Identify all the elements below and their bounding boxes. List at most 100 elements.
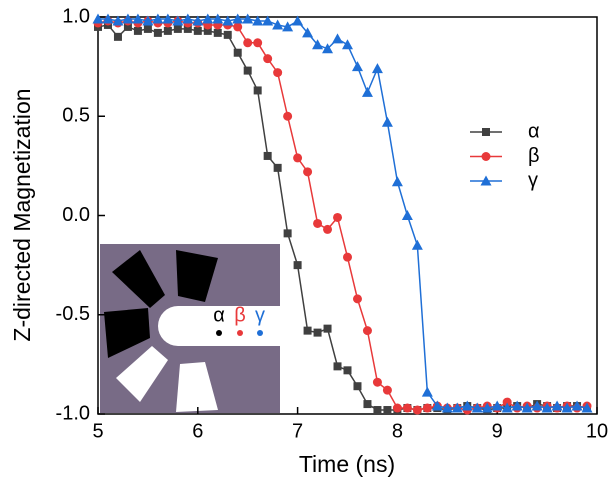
- y-axis-title: Z-directed Magnetization: [9, 88, 35, 341]
- marker: [263, 54, 273, 64]
- y-tick-label: 0.5: [62, 105, 90, 127]
- x-tick-label: 9: [492, 420, 503, 442]
- marker: [233, 48, 242, 57]
- marker: [383, 406, 392, 415]
- x-tick-label: 7: [292, 420, 303, 442]
- marker: [152, 13, 164, 24]
- marker: [561, 402, 573, 413]
- inset-label: β: [234, 304, 246, 326]
- marker: [202, 13, 214, 24]
- y-tick-label: -1.0: [56, 402, 90, 424]
- marker: [213, 28, 222, 37]
- marker: [313, 328, 322, 337]
- marker: [571, 400, 583, 411]
- inset-label: γ: [255, 304, 265, 326]
- marker: [212, 13, 224, 24]
- legend-label: β: [528, 145, 540, 167]
- marker: [182, 13, 194, 24]
- marker: [451, 402, 463, 413]
- inset-track: [158, 306, 280, 346]
- x-tick-label: 10: [586, 420, 608, 442]
- marker: [183, 24, 192, 33]
- marker: [412, 405, 422, 415]
- marker: [313, 218, 323, 228]
- marker: [192, 15, 204, 26]
- marker: [581, 402, 593, 413]
- marker: [143, 24, 152, 33]
- marker: [242, 13, 254, 24]
- marker: [391, 176, 403, 187]
- marker: [411, 239, 423, 250]
- marker: [303, 167, 313, 177]
- marker: [283, 111, 293, 121]
- marker: [203, 26, 212, 35]
- marker: [382, 385, 392, 395]
- marker: [243, 38, 253, 48]
- marker: [353, 382, 362, 391]
- marker: [352, 294, 362, 304]
- marker: [253, 86, 262, 95]
- marker: [283, 229, 292, 238]
- marker: [312, 39, 324, 50]
- marker: [441, 402, 453, 413]
- marker: [511, 400, 523, 411]
- marker: [193, 26, 202, 35]
- marker: [272, 19, 284, 30]
- marker: [132, 13, 144, 24]
- inset-dot: [216, 330, 222, 336]
- marker: [332, 33, 344, 44]
- marker: [481, 402, 493, 413]
- marker: [222, 15, 234, 26]
- marker: [333, 212, 343, 222]
- marker: [363, 400, 372, 409]
- marker: [112, 15, 124, 26]
- marker: [323, 224, 333, 234]
- x-tick-label: 6: [192, 420, 203, 442]
- marker: [361, 86, 373, 97]
- marker: [162, 13, 174, 24]
- marker: [223, 30, 232, 39]
- marker: [402, 403, 412, 413]
- marker: [102, 13, 114, 24]
- marker: [381, 116, 393, 127]
- marker: [531, 400, 543, 411]
- marker: [302, 27, 314, 38]
- marker: [461, 400, 473, 411]
- inset-label: α: [213, 304, 225, 326]
- marker: [282, 21, 294, 32]
- marker: [122, 13, 134, 24]
- marker: [401, 210, 413, 220]
- marker: [163, 26, 172, 35]
- marker: [372, 377, 382, 387]
- marker: [232, 13, 244, 24]
- marker: [173, 24, 182, 33]
- x-tick-label: 5: [92, 420, 103, 442]
- marker: [521, 402, 533, 413]
- legend-label: γ: [528, 169, 538, 191]
- marker: [293, 261, 302, 270]
- marker: [303, 326, 312, 335]
- marker: [322, 43, 334, 54]
- marker: [343, 252, 352, 262]
- marker: [480, 175, 492, 186]
- marker: [482, 128, 490, 136]
- marker: [481, 152, 491, 161]
- inset-magnet: [176, 250, 218, 302]
- marker: [471, 402, 483, 413]
- marker: [293, 153, 303, 163]
- marker: [541, 402, 553, 413]
- inset-dot: [257, 330, 263, 336]
- marker: [333, 362, 342, 371]
- y-tick-label: -0.5: [56, 303, 90, 325]
- marker: [491, 400, 503, 411]
- marker: [233, 22, 243, 32]
- marker: [252, 15, 264, 26]
- marker: [343, 366, 352, 375]
- marker: [273, 163, 282, 172]
- marker: [292, 15, 304, 26]
- x-tick-label: 8: [392, 420, 403, 442]
- legend: αβγ: [470, 120, 540, 191]
- marker: [113, 32, 122, 41]
- marker: [551, 400, 563, 411]
